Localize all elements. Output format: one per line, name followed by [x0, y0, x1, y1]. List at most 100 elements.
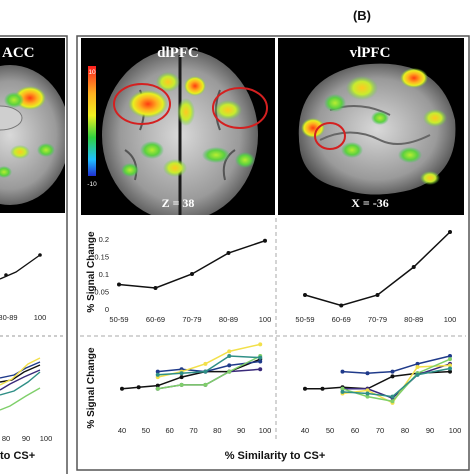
vlpfc-mid-series-0-point: [303, 293, 307, 297]
vlpfc-mid-series-0-point: [375, 293, 380, 297]
vlpfc-mid-xtick: 50-59: [295, 315, 314, 324]
vlpfc-mid-xtick: 70-79: [368, 315, 387, 324]
vlpfc-bottom-series-4-point: [365, 394, 370, 399]
dlpfc-bottom-xtick: 50: [142, 426, 150, 435]
vlpfc-bottom-chart: 40 50 60 70 80 90 100: [301, 354, 461, 435]
dlpfc-bottom-xtick: 70: [189, 426, 197, 435]
dlpfc-bottom-series-3-point: [203, 361, 208, 366]
left-panel-frame: [0, 35, 68, 474]
dlpfc-bottom-xtick: 60: [165, 426, 173, 435]
vlpfc-bottom-xtick: 80: [401, 426, 409, 435]
vlpfc-bottom-series-5-point: [340, 389, 345, 394]
ylabel-bottom: % Signal Change: [86, 347, 97, 429]
dlpfc-mid-ytick: 0.05: [94, 288, 109, 297]
acc-bottom-tick-3: 100: [40, 434, 53, 443]
dlpfc-bottom-series-0-point: [120, 386, 124, 391]
left-panel: ACC 80-89 100 80 90 100 to CS+: [0, 35, 68, 474]
dlpfc-mid-series-0-point: [226, 251, 231, 255]
dlpfc-bottom-series-4-point: [227, 369, 232, 374]
dlpfc-highlight-right: [212, 87, 268, 129]
vlpfc-bottom-series-4-point: [390, 399, 395, 404]
dlpfc-mid-ytick: 0.1: [99, 270, 109, 279]
dlpfc-mid-xtick: 80-89: [219, 315, 238, 324]
panel-label: (B): [353, 8, 371, 23]
vlpfc-mid-series-0-point: [411, 265, 416, 269]
acc-mid-tick-2: 100: [34, 313, 47, 322]
vlpfc-brain-image: [278, 38, 464, 215]
colorbar-min: -10: [87, 181, 97, 188]
acc-bottom-lines: [0, 357, 41, 411]
vlpfc-bottom-series-1-point: [448, 369, 452, 374]
dlpfc-bottom-xtick: 40: [118, 426, 126, 435]
xlabel-bottom: % Similarity to CS+: [225, 450, 326, 462]
vlpfc-bottom-series-0-point: [340, 369, 345, 374]
vlpfc-bottom-series-5-point: [390, 394, 395, 399]
dlpfc-mid-xtick: 60-69: [146, 315, 165, 324]
vlpfc-mid-xtick: 80-89: [404, 315, 423, 324]
dlpfc-bottom-series-4-point: [203, 382, 208, 387]
acc-mid-tick-1: 80-89: [0, 313, 18, 322]
vlpfc-highlight: [314, 122, 346, 150]
acc-bottom-tick-2: 90: [22, 434, 30, 443]
vlpfc-bottom-xtick: 40: [301, 426, 309, 435]
dlpfc-mid-chart: 50-59 60-69 70-79 80-89 100 0 0.05 0.1 0.15 0.2: [94, 235, 271, 324]
dlpfc-bottom-xtick: 90: [237, 426, 245, 435]
dlpfc-bottom-series-0-point: [155, 383, 160, 388]
vlpfc-bottom-series-4-point: [448, 357, 452, 362]
vlpfc-mid-xtick: 100: [444, 315, 457, 324]
dlpfc-bottom-series-4-line: [157, 355, 261, 390]
vlpfc-bottom-xtick: 90: [426, 426, 434, 435]
vlpfc-mid-series-0-point: [448, 230, 452, 234]
dlpfc-brain-image: [81, 38, 275, 215]
vlpfc-mid-chart: 50-59 60-69 70-79 80-89 100: [295, 230, 456, 324]
acc-xlabel: to CS+: [0, 450, 35, 462]
vlpfc-mid-xtick: 60-69: [332, 315, 351, 324]
vlpfc-bottom-series-0-point: [415, 361, 420, 366]
dlpfc-mid-series-0-point: [117, 282, 121, 287]
vlpfc-bottom-series-5-point: [448, 366, 452, 371]
dlpfc-slice: Z = 38: [162, 196, 195, 210]
dlpfc-bottom-series-1-point: [258, 367, 263, 372]
vlpfc-bottom-series-0-line: [342, 355, 451, 374]
dlpfc-bottom-series-2-point: [155, 369, 160, 374]
dlpfc-mid-ytick: 0: [105, 305, 109, 314]
acc-bottom-tick-1: 80: [2, 434, 10, 443]
acc-title: ACC: [2, 45, 35, 61]
dlpfc-bottom-series-5-point: [258, 355, 263, 360]
dlpfc-bottom-series-3-point: [258, 342, 263, 347]
dlpfc-mid-xtick: 70-79: [182, 315, 201, 324]
vlpfc-bottom-series-1-line: [305, 370, 451, 390]
dlpfc-bottom-xtick: 80: [213, 426, 221, 435]
right-panel-frame: [76, 35, 470, 471]
acc-brain-image: [0, 38, 65, 213]
vlpfc-bottom-xtick: 50: [326, 426, 334, 435]
dlpfc-bottom-series-0-point: [179, 375, 184, 380]
dlpfc-bottom-series-4-point: [179, 382, 184, 387]
vlpfc-bottom-series-4-point: [340, 386, 345, 391]
vlpfc-bottom-xtick: 70: [376, 426, 384, 435]
dlpfc-title: dlPFC: [157, 45, 199, 61]
dlpfc-bottom-xtick: 100: [259, 426, 272, 435]
dlpfc-mid-xtick: 50-59: [109, 315, 128, 324]
dlpfc-bottom-series-5-point: [203, 369, 208, 374]
dlpfc-bottom-series-2-point: [227, 363, 232, 368]
vlpfc-bottom-series-3-point: [365, 388, 370, 393]
dlpfc-mid-series-0-point: [263, 238, 267, 243]
dlpfc-bottom-series-3-point: [227, 349, 232, 354]
vlpfc-bottom-series-0-point: [448, 354, 452, 359]
dlpfc-mid-xtick: 100: [259, 315, 272, 324]
vlpfc-bottom-series-3-point: [415, 364, 420, 369]
dlpfc-mid-series-0-point: [153, 286, 158, 290]
dlpfc-highlight-left: [113, 83, 171, 125]
vlpfc-title: vlPFC: [350, 45, 391, 61]
vlpfc-bottom-series-1-point: [390, 374, 395, 379]
vlpfc-bottom-series-1-point: [303, 386, 307, 391]
vlpfc-bottom-xtick: 60: [351, 426, 359, 435]
dlpfc-bottom-chart: 40 50 60 70 80 90 100: [118, 342, 271, 435]
dlpfc-bottom-series-5-point: [155, 372, 160, 377]
dlpfc-mid-series-0-point: [190, 272, 194, 276]
colorbar: 10 -10: [87, 66, 97, 188]
dlpfc-mid-ytick: 0.15: [94, 253, 109, 262]
dlpfc-bottom-series-0-point: [136, 385, 141, 390]
